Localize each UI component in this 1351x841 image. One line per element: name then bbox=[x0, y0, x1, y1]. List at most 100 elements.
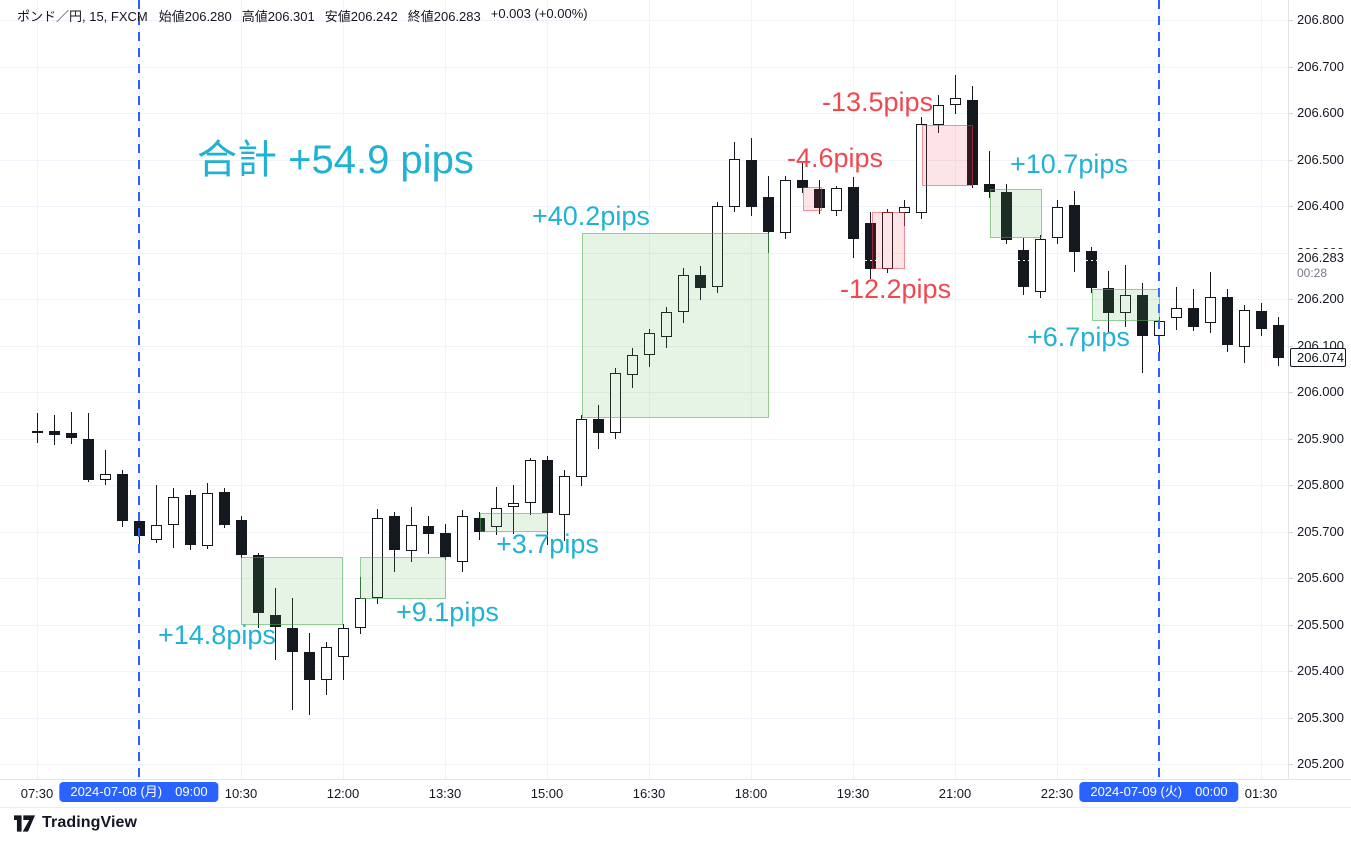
horizontal-gridline bbox=[0, 392, 1288, 393]
pips-label[interactable]: +40.2pips bbox=[532, 201, 650, 231]
measurement-box[interactable] bbox=[872, 212, 905, 270]
candle bbox=[865, 223, 876, 270]
price-tick-label: 206.400 bbox=[1297, 198, 1344, 213]
measurement-box[interactable] bbox=[803, 186, 822, 212]
candle-wick bbox=[428, 516, 429, 554]
total-pips-title[interactable]: 合計 +54.9 pips bbox=[197, 138, 474, 182]
measurement-box[interactable] bbox=[360, 557, 446, 599]
symbol-legend[interactable]: ポンド／円, 15, FXCM 始値206.280 高値206.301 安値20… bbox=[17, 6, 588, 25]
candle bbox=[355, 597, 366, 628]
badge-date: 2024-07-08 (月) bbox=[70, 784, 163, 799]
pips-label[interactable]: +3.7pips bbox=[496, 529, 599, 559]
horizontal-gridline bbox=[0, 66, 1288, 68]
horizontal-gridline bbox=[0, 206, 1288, 207]
candle bbox=[474, 518, 485, 532]
candle bbox=[950, 98, 961, 106]
price-tick-mark bbox=[1289, 20, 1293, 21]
pips-label[interactable]: -12.2pips bbox=[840, 274, 952, 304]
vertical-gridline bbox=[853, 0, 854, 779]
chart-canvas[interactable]: 合計 +54.9 pips +40.2pips +14.8pips +9.1pips +… bbox=[0, 0, 1288, 779]
candle bbox=[1222, 296, 1233, 346]
vertical-gridline bbox=[955, 0, 956, 779]
candle bbox=[151, 524, 162, 540]
horizontal-gridline bbox=[0, 20, 1288, 21]
bar-countdown: 00:28 bbox=[1297, 266, 1328, 280]
candle bbox=[576, 418, 587, 478]
horizontal-gridline bbox=[0, 485, 1288, 486]
price-tick-mark bbox=[1289, 299, 1293, 300]
legend-ohlc: 始値206.280 高値206.301 安値206.242 終値206.283 … bbox=[159, 6, 588, 25]
pips-label[interactable]: +10.7pips bbox=[1010, 149, 1128, 179]
candle-wick bbox=[292, 597, 293, 711]
candle bbox=[984, 184, 995, 193]
legend-symbol[interactable]: ポンド／円, 15, FXCM bbox=[17, 9, 148, 24]
candle bbox=[831, 187, 842, 212]
session-start-dashed-line bbox=[1158, 0, 1160, 779]
candle bbox=[440, 532, 451, 558]
time-tick-label: 16:30 bbox=[632, 786, 666, 801]
candle bbox=[49, 431, 60, 435]
time-tick-label: 10:30 bbox=[224, 786, 258, 801]
candle bbox=[185, 495, 196, 545]
candle bbox=[1273, 325, 1284, 358]
pips-label[interactable]: +14.8pips bbox=[158, 620, 276, 650]
price-tick-mark bbox=[1289, 159, 1293, 161]
price-tick-mark bbox=[1289, 206, 1293, 207]
candle bbox=[1205, 296, 1216, 324]
session-start-dashed-line bbox=[138, 0, 140, 779]
tradingview-logo-text: TradingView bbox=[42, 814, 138, 831]
candle-wick bbox=[105, 450, 106, 485]
price-tick-mark bbox=[1289, 671, 1293, 672]
candle bbox=[525, 459, 536, 504]
price-tick-mark bbox=[1289, 345, 1293, 347]
candle bbox=[933, 105, 944, 126]
footer-bar: TradingView bbox=[0, 806, 1351, 841]
measurement-box[interactable] bbox=[1092, 288, 1160, 321]
candle bbox=[627, 354, 638, 375]
candle bbox=[1239, 310, 1250, 347]
measurement-box[interactable] bbox=[582, 232, 769, 419]
candle bbox=[32, 431, 43, 434]
measurement-box[interactable] bbox=[241, 557, 343, 625]
candle bbox=[253, 555, 264, 613]
pips-label[interactable]: -13.5pips bbox=[822, 87, 934, 117]
candle bbox=[491, 507, 502, 527]
measurement-box[interactable] bbox=[480, 512, 548, 532]
price-tick-label: 206.200 bbox=[1297, 291, 1344, 306]
vertical-gridline bbox=[649, 0, 650, 779]
vertical-gridline bbox=[241, 0, 242, 779]
candle bbox=[1120, 294, 1131, 313]
tradingview-logo[interactable]: TradingView bbox=[14, 814, 137, 832]
candle bbox=[780, 179, 791, 233]
vertical-gridline bbox=[547, 0, 548, 779]
price-line-dash bbox=[865, 260, 876, 262]
price-axis[interactable]: 206.800206.700206.600206.500206.400206.3… bbox=[1288, 0, 1351, 779]
candle bbox=[916, 124, 927, 213]
pips-label[interactable]: +6.7pips bbox=[1027, 322, 1130, 352]
price-tick-label: 206.500 bbox=[1297, 151, 1344, 167]
candle bbox=[423, 525, 434, 534]
candle bbox=[542, 459, 553, 513]
candle-wick bbox=[54, 414, 55, 445]
legend-close: 終値206.283 bbox=[407, 9, 481, 24]
horizontal-gridline bbox=[0, 113, 1288, 114]
candle bbox=[797, 179, 808, 188]
price-tick-label: 205.700 bbox=[1297, 523, 1344, 539]
candle bbox=[1103, 287, 1114, 313]
candle-wick bbox=[955, 74, 956, 114]
price-line-dash bbox=[1018, 260, 1029, 262]
candle bbox=[559, 476, 570, 515]
candle bbox=[100, 473, 111, 480]
horizontal-gridline bbox=[0, 578, 1288, 579]
pips-label[interactable]: +9.1pips bbox=[396, 597, 499, 627]
price-tick-label: 206.600 bbox=[1297, 105, 1344, 120]
price-tick-label: 205.500 bbox=[1297, 616, 1344, 632]
horizontal-gridline bbox=[0, 671, 1288, 672]
candle bbox=[610, 372, 621, 433]
pips-label[interactable]: -4.6pips bbox=[787, 143, 884, 173]
measurement-box[interactable] bbox=[990, 188, 1042, 239]
legend-low: 安値206.242 bbox=[324, 9, 398, 24]
candle bbox=[202, 492, 213, 546]
measurement-box[interactable] bbox=[922, 125, 973, 186]
time-axis[interactable]: 07:30 2024-07-08 (月) 09:00 10:30 12:00 13:30 1… bbox=[0, 779, 1351, 808]
